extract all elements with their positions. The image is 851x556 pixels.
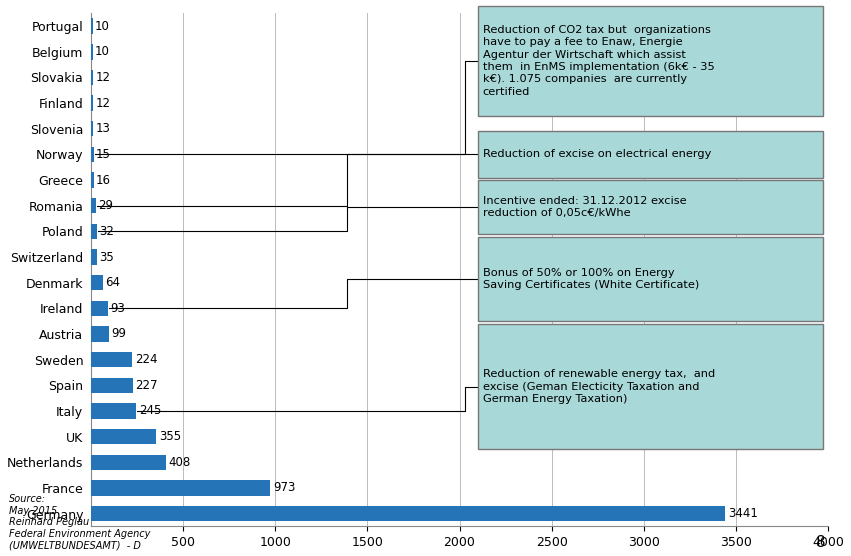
Text: 64: 64 — [105, 276, 120, 289]
Bar — [91, 378, 133, 393]
Text: 355: 355 — [159, 430, 181, 443]
Text: 93: 93 — [111, 302, 125, 315]
Text: 973: 973 — [273, 481, 295, 494]
Text: Incentive ended: 31.12.2012 excise
reduction of 0,05c€/kWhe: Incentive ended: 31.12.2012 excise reduc… — [483, 196, 686, 218]
Bar — [91, 275, 103, 290]
Bar — [91, 480, 271, 495]
Bar — [91, 70, 93, 85]
Text: 15: 15 — [96, 148, 111, 161]
Bar — [91, 429, 157, 444]
Bar — [91, 224, 97, 239]
Bar — [91, 403, 136, 419]
Bar — [91, 147, 94, 162]
Text: 16: 16 — [96, 173, 111, 187]
Bar — [91, 301, 108, 316]
Text: 10: 10 — [95, 46, 110, 58]
Text: 3441: 3441 — [728, 507, 757, 520]
Text: 227: 227 — [135, 379, 158, 392]
Text: 12: 12 — [95, 97, 111, 110]
Bar — [478, 324, 823, 449]
Bar — [91, 44, 93, 59]
Text: 99: 99 — [111, 327, 127, 340]
Text: Reduction of CO2 tax but  organizations
have to pay a fee to Enaw, Energie
Agent: Reduction of CO2 tax but organizations h… — [483, 25, 714, 97]
Bar — [91, 121, 94, 136]
Text: Reduction of excise on electrical energy: Reduction of excise on electrical energy — [483, 150, 711, 160]
Text: 13: 13 — [95, 122, 111, 135]
Text: 29: 29 — [99, 199, 113, 212]
Text: Reduction of renewable energy tax,  and
excise (Geman Electicity Taxation and
Ge: Reduction of renewable energy tax, and e… — [483, 369, 715, 404]
Text: 12: 12 — [95, 71, 111, 84]
Bar — [478, 131, 823, 177]
Bar — [91, 352, 132, 368]
Bar — [91, 96, 93, 111]
Text: Source:
May 2015
Reinhard Peglau
Federal Environment Agency
(UMWELTBUNDESAMT)  -: Source: May 2015 Reinhard Peglau Federal… — [9, 494, 150, 550]
Bar — [91, 326, 109, 342]
Bar — [91, 249, 97, 265]
Text: Bonus of 50% or 100% on Energy
Saving Certificates (White Certificate): Bonus of 50% or 100% on Energy Saving Ce… — [483, 267, 699, 290]
Bar — [478, 236, 823, 321]
Text: 10: 10 — [95, 19, 110, 33]
Text: 245: 245 — [139, 404, 161, 418]
Text: 408: 408 — [168, 456, 191, 469]
Text: 8: 8 — [816, 535, 825, 550]
Text: 224: 224 — [134, 353, 157, 366]
Bar — [91, 198, 96, 214]
Bar — [91, 172, 94, 188]
Text: 32: 32 — [99, 225, 114, 238]
Bar — [478, 180, 823, 234]
Bar — [91, 506, 725, 521]
Bar — [91, 18, 93, 34]
Bar — [91, 454, 166, 470]
Bar — [478, 6, 823, 116]
Text: 35: 35 — [100, 251, 114, 264]
